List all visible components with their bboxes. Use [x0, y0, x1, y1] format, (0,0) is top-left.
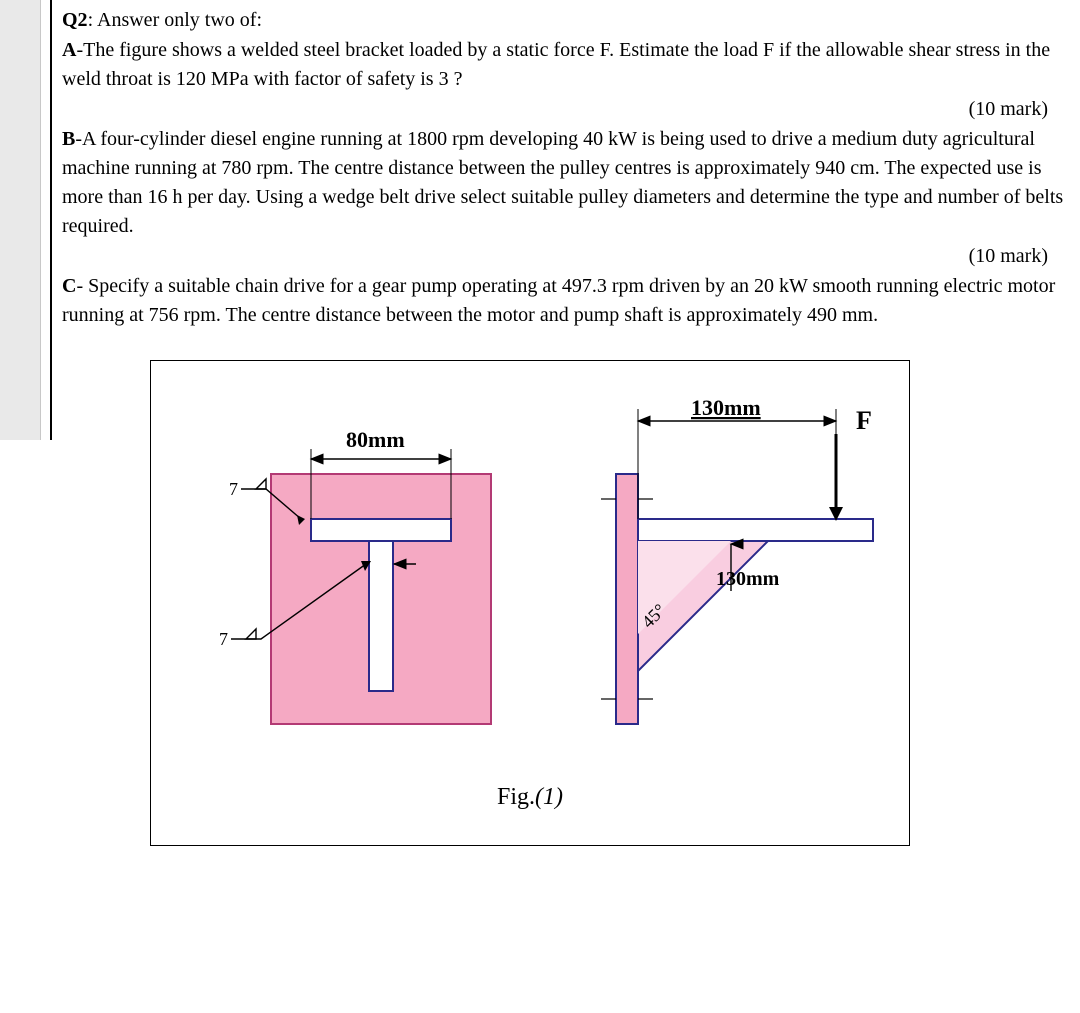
part-b: B-A four-cylinder diesel engine running …: [62, 125, 1068, 241]
part-c-text: Specify a suitable chain drive for a gea…: [62, 275, 1055, 326]
page: Q2: Answer only two of: A-The figure sho…: [0, 0, 1080, 846]
t-bar-vertical: [369, 541, 393, 691]
dim-130mm-horizontal: 130mm: [638, 395, 836, 519]
part-b-label: B: [62, 128, 75, 150]
part-b-text: A four-cylinder diesel engine running at…: [62, 128, 1063, 237]
dim-130mm-v-label: 130mm: [716, 568, 780, 590]
force-f-label: F: [856, 406, 872, 435]
figure-container: 7 7 80mm: [150, 360, 910, 846]
part-b-mark: (10 mark): [62, 242, 1068, 271]
part-c-sep: -: [76, 275, 88, 297]
question-heading: Q2: Answer only two of:: [62, 6, 1068, 35]
question-heading-text: : Answer only two of:: [88, 9, 262, 31]
force-f: F: [829, 406, 872, 521]
figure-svg: 7 7 80mm: [171, 389, 889, 759]
weld-size-top: 7: [229, 479, 238, 499]
bracket-arm: [638, 519, 873, 541]
margin-rule-thick: [50, 0, 52, 440]
margin-sidebar: [0, 0, 40, 440]
question-number: Q2: [62, 9, 88, 31]
t-bar-horizontal: [311, 519, 451, 541]
part-c: C- Specify a suitable chain drive for a …: [62, 272, 1068, 330]
question-content: Q2: Answer only two of: A-The figure sho…: [62, 0, 1080, 330]
left-view: 7 7 80mm: [219, 427, 491, 724]
dim-80mm-label: 80mm: [346, 427, 405, 452]
part-b-sep: -: [75, 128, 82, 150]
margin-rule-thin: [40, 0, 41, 440]
part-a: A-The figure shows a welded steel bracke…: [62, 36, 1068, 94]
figure-caption: Fig.(1): [171, 784, 889, 811]
wall-plate: [616, 474, 638, 724]
part-a-text: The figure shows a welded steel bracket …: [62, 39, 1050, 90]
part-a-label: A: [62, 39, 76, 61]
right-view: 45° 130mm 130mm F: [601, 395, 873, 724]
dim-130mm-h-label: 130mm: [691, 395, 761, 420]
weld-size-bottom: 7: [219, 629, 228, 649]
part-c-label: C: [62, 275, 76, 297]
part-a-mark: (10 mark): [62, 95, 1068, 124]
